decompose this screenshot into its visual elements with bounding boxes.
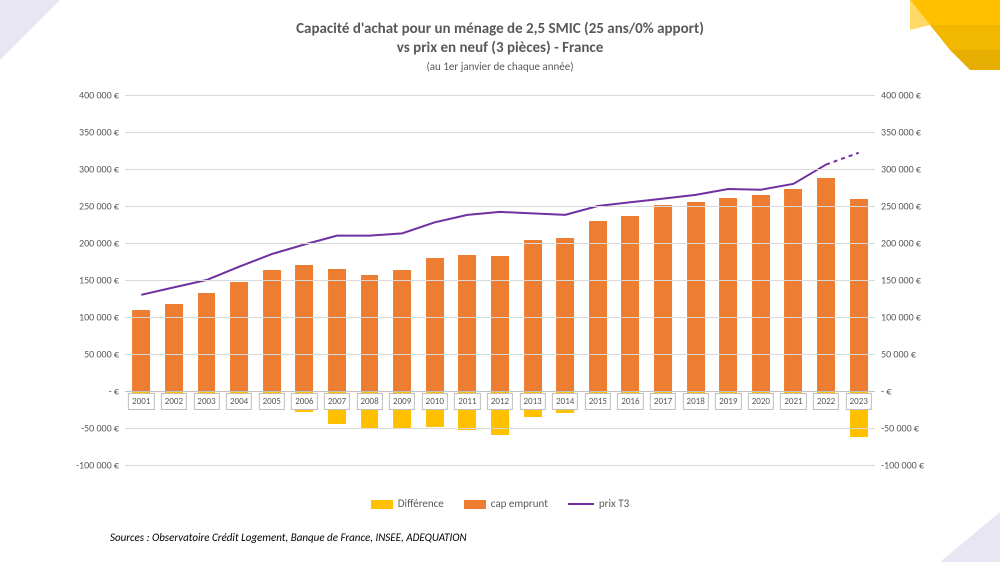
y-label-left: -100 000 €: [76, 459, 125, 472]
bar-cap: [198, 293, 216, 391]
y-label-left: 100 000 €: [79, 311, 125, 324]
y-label-left: 300 000 €: [79, 163, 125, 176]
y-label-left: 50 000 €: [84, 348, 125, 361]
y-label-left: - €: [109, 385, 125, 398]
gridline: [125, 95, 875, 96]
bar-cap: [687, 202, 705, 391]
y-label-right: - €: [875, 385, 891, 398]
x-label: 2004: [226, 393, 252, 410]
x-label: 2009: [389, 393, 415, 410]
bar-cap: [556, 238, 574, 391]
bar-cap: [295, 265, 313, 391]
bar-cap: [817, 178, 835, 391]
bar-cap: [361, 275, 379, 391]
y-label-right: 150 000 €: [875, 274, 921, 287]
legend: Différence cap emprunt prix T3: [75, 497, 925, 510]
x-label: 2003: [193, 393, 219, 410]
y-label-right: 100 000 €: [875, 311, 921, 324]
gridline: [125, 169, 875, 170]
x-label: 2011: [454, 393, 480, 410]
legend-swatch-cap: [464, 500, 486, 509]
x-label: 2022: [813, 393, 839, 410]
title-sub: (au 1er janvier de chaque année): [0, 60, 1000, 73]
legend-swatch-line: [568, 503, 594, 505]
bar-cap: [230, 282, 248, 391]
title-line2: vs prix en neuf (3 pièces) - France: [0, 39, 1000, 58]
y-label-right: -100 000 €: [875, 459, 924, 472]
bar-cap: [654, 205, 672, 391]
y-label-left: 250 000 €: [79, 200, 125, 213]
y-label-left: 200 000 €: [79, 237, 125, 250]
legend-label-diff: Différence: [398, 497, 444, 510]
legend-item-diff: Différence: [371, 497, 444, 510]
x-label: 2002: [161, 393, 187, 410]
legend-label-line: prix T3: [599, 497, 629, 510]
plot-area: 2001 2002 2003 2004 2005 2006 2007 2008 2009 2010…: [125, 95, 875, 465]
gridline: [125, 428, 875, 429]
y-label-right: 400 000 €: [875, 89, 921, 102]
y-label-right: 200 000 €: [875, 237, 921, 250]
bar-cap: [458, 255, 476, 391]
y-label-right: 250 000 €: [875, 200, 921, 213]
gridline: [125, 132, 875, 133]
x-label: 2001: [128, 393, 154, 410]
bar-cap: [132, 310, 150, 391]
corner-decoration-br: [940, 512, 1000, 562]
bar-cap: [263, 270, 281, 391]
x-label: 2008: [356, 393, 382, 410]
gridline: [125, 317, 875, 318]
x-label: 2023: [846, 393, 872, 410]
bar-cap: [752, 195, 770, 391]
x-label: 2007: [324, 393, 350, 410]
y-label-left: -50 000 €: [81, 422, 125, 435]
bar-cap: [719, 198, 737, 391]
title-line1: Capacité d'achat pour un ménage de 2,5 S…: [0, 20, 1000, 39]
legend-label-cap: cap emprunt: [491, 497, 548, 510]
bar-cap: [328, 269, 346, 391]
x-label: 2005: [259, 393, 285, 410]
gridline: [125, 465, 875, 466]
gridline: [125, 280, 875, 281]
gridline: [125, 206, 875, 207]
x-label: 2014: [552, 393, 578, 410]
y-label-right: 300 000 €: [875, 163, 921, 176]
y-label-right: 350 000 €: [875, 126, 921, 139]
x-label: 2016: [617, 393, 643, 410]
chart-area: 2001 2002 2003 2004 2005 2006 2007 2008 2009 2010…: [75, 95, 925, 490]
x-label: 2019: [715, 393, 741, 410]
bar-cap: [393, 270, 411, 391]
x-label: 2010: [422, 393, 448, 410]
x-label: 2015: [585, 393, 611, 410]
bar-cap: [589, 221, 607, 391]
y-label-right: -50 000 €: [875, 422, 919, 435]
gridline: [125, 243, 875, 244]
legend-swatch-diff: [371, 500, 393, 509]
chart-title: Capacité d'achat pour un ménage de 2,5 S…: [0, 20, 1000, 73]
x-label: 2012: [487, 393, 513, 410]
x-label: 2018: [683, 393, 709, 410]
bar-cap: [524, 240, 542, 391]
bar-cap: [785, 189, 803, 391]
y-label-left: 350 000 €: [79, 126, 125, 139]
gridline: [125, 354, 875, 355]
bar-cap: [426, 258, 444, 391]
x-label: 2020: [748, 393, 774, 410]
x-label: 2021: [780, 393, 806, 410]
gridline: [125, 391, 875, 392]
y-label-left: 150 000 €: [79, 274, 125, 287]
legend-item-cap: cap emprunt: [464, 497, 548, 510]
x-label: 2017: [650, 393, 676, 410]
legend-item-line: prix T3: [568, 497, 629, 510]
bar-cap: [491, 256, 509, 391]
y-label-right: 50 000 €: [875, 348, 916, 361]
sources-text: Sources : Observatoire Crédit Logement, …: [110, 531, 467, 544]
bar-cap: [850, 199, 868, 391]
y-label-left: 400 000 €: [79, 89, 125, 102]
x-label: 2013: [519, 393, 545, 410]
x-label: 2006: [291, 393, 317, 410]
